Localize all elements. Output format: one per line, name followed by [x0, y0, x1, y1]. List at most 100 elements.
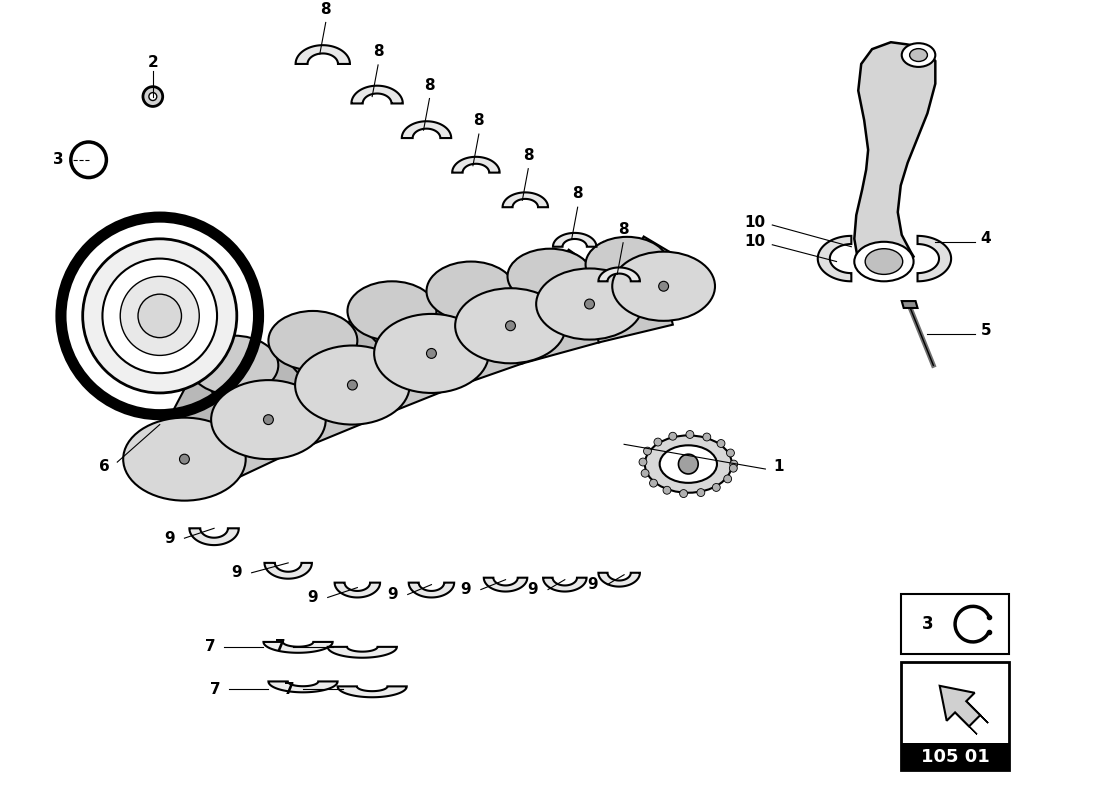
- Circle shape: [506, 321, 516, 330]
- Circle shape: [680, 490, 688, 498]
- Polygon shape: [418, 289, 524, 390]
- Circle shape: [584, 299, 594, 309]
- Circle shape: [663, 486, 671, 494]
- Polygon shape: [240, 325, 341, 436]
- Text: 9: 9: [528, 582, 538, 597]
- Polygon shape: [402, 122, 451, 138]
- Polygon shape: [503, 192, 548, 207]
- Text: 8: 8: [320, 2, 331, 17]
- Circle shape: [644, 447, 651, 455]
- Circle shape: [179, 454, 189, 464]
- Circle shape: [138, 294, 182, 338]
- Circle shape: [120, 276, 199, 355]
- FancyBboxPatch shape: [901, 594, 1010, 654]
- Ellipse shape: [455, 288, 565, 363]
- Circle shape: [641, 470, 649, 477]
- Circle shape: [729, 464, 737, 472]
- Polygon shape: [955, 712, 977, 734]
- Ellipse shape: [507, 249, 593, 304]
- Polygon shape: [565, 242, 651, 326]
- Polygon shape: [351, 86, 403, 103]
- Text: 7: 7: [210, 682, 221, 697]
- Polygon shape: [500, 266, 600, 364]
- Circle shape: [686, 430, 694, 438]
- Polygon shape: [581, 248, 673, 342]
- Text: 9: 9: [164, 530, 175, 546]
- Text: 4: 4: [981, 231, 991, 246]
- Text: 7: 7: [206, 639, 216, 654]
- Ellipse shape: [348, 282, 437, 341]
- Text: 8: 8: [572, 186, 583, 202]
- Polygon shape: [334, 582, 381, 598]
- Polygon shape: [288, 319, 377, 406]
- Polygon shape: [207, 348, 296, 437]
- Polygon shape: [531, 250, 608, 330]
- Polygon shape: [404, 274, 498, 371]
- Text: 7: 7: [285, 682, 295, 697]
- Polygon shape: [902, 301, 917, 308]
- Polygon shape: [323, 296, 420, 400]
- Polygon shape: [452, 157, 499, 173]
- FancyBboxPatch shape: [901, 662, 1010, 770]
- Text: 6: 6: [99, 458, 109, 474]
- Text: 1: 1: [773, 458, 784, 474]
- Polygon shape: [338, 317, 447, 422]
- Text: 9: 9: [460, 582, 471, 597]
- Polygon shape: [598, 573, 640, 586]
- Text: 9: 9: [307, 590, 318, 605]
- Ellipse shape: [910, 49, 927, 62]
- Polygon shape: [610, 237, 680, 314]
- Ellipse shape: [268, 311, 358, 370]
- Text: 8: 8: [474, 113, 484, 128]
- Text: 7: 7: [275, 639, 285, 654]
- Circle shape: [697, 489, 705, 497]
- Polygon shape: [268, 682, 338, 692]
- Polygon shape: [264, 642, 332, 653]
- Text: 9: 9: [387, 587, 398, 602]
- Polygon shape: [409, 582, 454, 598]
- Ellipse shape: [585, 237, 669, 292]
- Ellipse shape: [427, 262, 516, 321]
- Circle shape: [729, 460, 738, 468]
- Polygon shape: [966, 702, 988, 723]
- Polygon shape: [598, 267, 640, 282]
- Ellipse shape: [866, 249, 903, 274]
- Text: 105 01: 105 01: [921, 747, 989, 766]
- Ellipse shape: [660, 446, 717, 483]
- Circle shape: [650, 479, 658, 487]
- Ellipse shape: [123, 418, 245, 501]
- Polygon shape: [338, 686, 407, 698]
- Text: 8: 8: [618, 222, 628, 237]
- Circle shape: [659, 282, 669, 291]
- Circle shape: [703, 433, 711, 441]
- Polygon shape: [264, 563, 312, 578]
- Circle shape: [348, 380, 358, 390]
- Text: 10: 10: [745, 234, 766, 250]
- Polygon shape: [939, 686, 980, 726]
- Text: 5: 5: [981, 323, 991, 338]
- Ellipse shape: [645, 435, 732, 493]
- Circle shape: [717, 439, 725, 447]
- Ellipse shape: [295, 346, 409, 425]
- Polygon shape: [855, 42, 935, 271]
- Polygon shape: [484, 578, 527, 591]
- Text: 8: 8: [522, 148, 534, 162]
- Polygon shape: [296, 45, 350, 64]
- Text: 9: 9: [231, 566, 242, 580]
- Ellipse shape: [855, 242, 914, 282]
- Circle shape: [724, 475, 732, 483]
- Circle shape: [679, 454, 699, 474]
- Text: 3: 3: [922, 615, 933, 633]
- Circle shape: [669, 432, 676, 440]
- Text: 9: 9: [586, 577, 597, 592]
- Circle shape: [639, 458, 647, 466]
- Text: 10: 10: [745, 214, 766, 230]
- Circle shape: [713, 483, 721, 491]
- Bar: [901, 742, 1010, 770]
- Circle shape: [143, 86, 163, 106]
- Polygon shape: [368, 289, 455, 376]
- Text: 3: 3: [53, 152, 64, 167]
- Ellipse shape: [211, 380, 326, 459]
- Ellipse shape: [189, 336, 278, 395]
- Polygon shape: [167, 384, 285, 495]
